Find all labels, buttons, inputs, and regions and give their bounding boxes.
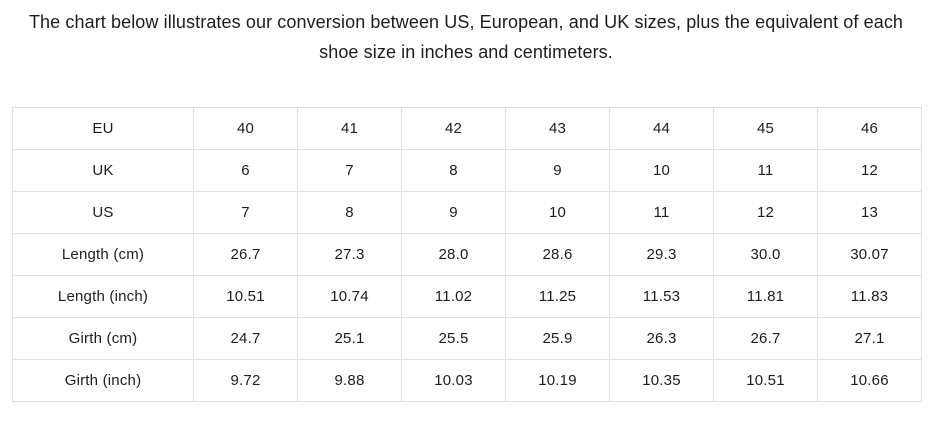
table-cell: 10.35 (609, 359, 714, 402)
table-cell: 10.74 (297, 275, 402, 318)
table-cell: 11.81 (713, 275, 818, 318)
table-cell: 9 (401, 191, 506, 234)
page-title: The chart below illustrates our conversi… (28, 12, 904, 62)
row-label: Girth (inch) (12, 359, 194, 402)
table-cell: 10.51 (193, 275, 298, 318)
table-cell: 12 (713, 191, 818, 234)
table-cell: 30.07 (817, 233, 922, 276)
row-label: UK (12, 149, 194, 192)
table-cell: 6 (193, 149, 298, 192)
table-cell: 42 (401, 107, 506, 150)
table-cell: 11 (609, 191, 714, 234)
table-cell: 11.53 (609, 275, 714, 318)
table-cell: 10 (505, 191, 610, 234)
table-cell: 11.83 (817, 275, 922, 318)
table-cell: 11.02 (401, 275, 506, 318)
table-cell: 10.66 (817, 359, 922, 402)
table-cell: 27.1 (817, 317, 922, 360)
table-cell: 40 (193, 107, 298, 150)
table-cell: 11 (713, 149, 818, 192)
table-cell: 29.3 (609, 233, 714, 276)
table-cell: 26.7 (193, 233, 298, 276)
table-cell: 45 (713, 107, 818, 150)
table-row: Length (inch) 10.51 10.74 11.02 11.25 11.53 11… (12, 275, 922, 318)
size-conversion-table: EU 40 41 42 43 44 45 46 UK 6 7 8 9 10 11 12 US 7 8 9 10 11 12 1… (12, 107, 922, 402)
table-row: Girth (cm) 24.7 25.1 25.5 25.9 26.3 26.7 27.1 (12, 317, 922, 360)
table-row: EU 40 41 42 43 44 45 46 (12, 107, 922, 150)
table-cell: 28.0 (401, 233, 506, 276)
table-cell: 12 (817, 149, 922, 192)
table-cell: 25.1 (297, 317, 402, 360)
table-cell: 25.5 (401, 317, 506, 360)
table-cell: 25.9 (505, 317, 610, 360)
table-row: UK 6 7 8 9 10 11 12 (12, 149, 922, 192)
table-cell: 41 (297, 107, 402, 150)
table-cell: 10.03 (401, 359, 506, 402)
table-cell: 24.7 (193, 317, 298, 360)
table-cell: 26.7 (713, 317, 818, 360)
table-cell: 28.6 (505, 233, 610, 276)
table-cell: 10 (609, 149, 714, 192)
table-row: Length (cm) 26.7 27.3 28.0 28.6 29.3 30.0 30.07 (12, 233, 922, 276)
row-label: US (12, 191, 194, 234)
row-label: Length (cm) (12, 233, 194, 276)
table-cell: 8 (297, 191, 402, 234)
row-label: Length (inch) (12, 275, 194, 318)
table-cell: 46 (817, 107, 922, 150)
row-label: Girth (cm) (12, 317, 194, 360)
table-cell: 43 (505, 107, 610, 150)
table-cell: 7 (193, 191, 298, 234)
row-label: EU (12, 107, 194, 150)
table-row: US 7 8 9 10 11 12 13 (12, 191, 922, 234)
table-cell: 8 (401, 149, 506, 192)
table-cell: 9 (505, 149, 610, 192)
table-cell: 9.72 (193, 359, 298, 402)
table-cell: 10.51 (713, 359, 818, 402)
table-cell: 27.3 (297, 233, 402, 276)
table-cell: 13 (817, 191, 922, 234)
table-cell: 11.25 (505, 275, 610, 318)
table-cell: 7 (297, 149, 402, 192)
table-row: Girth (inch) 9.72 9.88 10.03 10.19 10.35 10.51… (12, 359, 922, 402)
table-cell: 9.88 (297, 359, 402, 402)
table-cell: 44 (609, 107, 714, 150)
table-cell: 10.19 (505, 359, 610, 402)
table-cell: 30.0 (713, 233, 818, 276)
table-cell: 26.3 (609, 317, 714, 360)
